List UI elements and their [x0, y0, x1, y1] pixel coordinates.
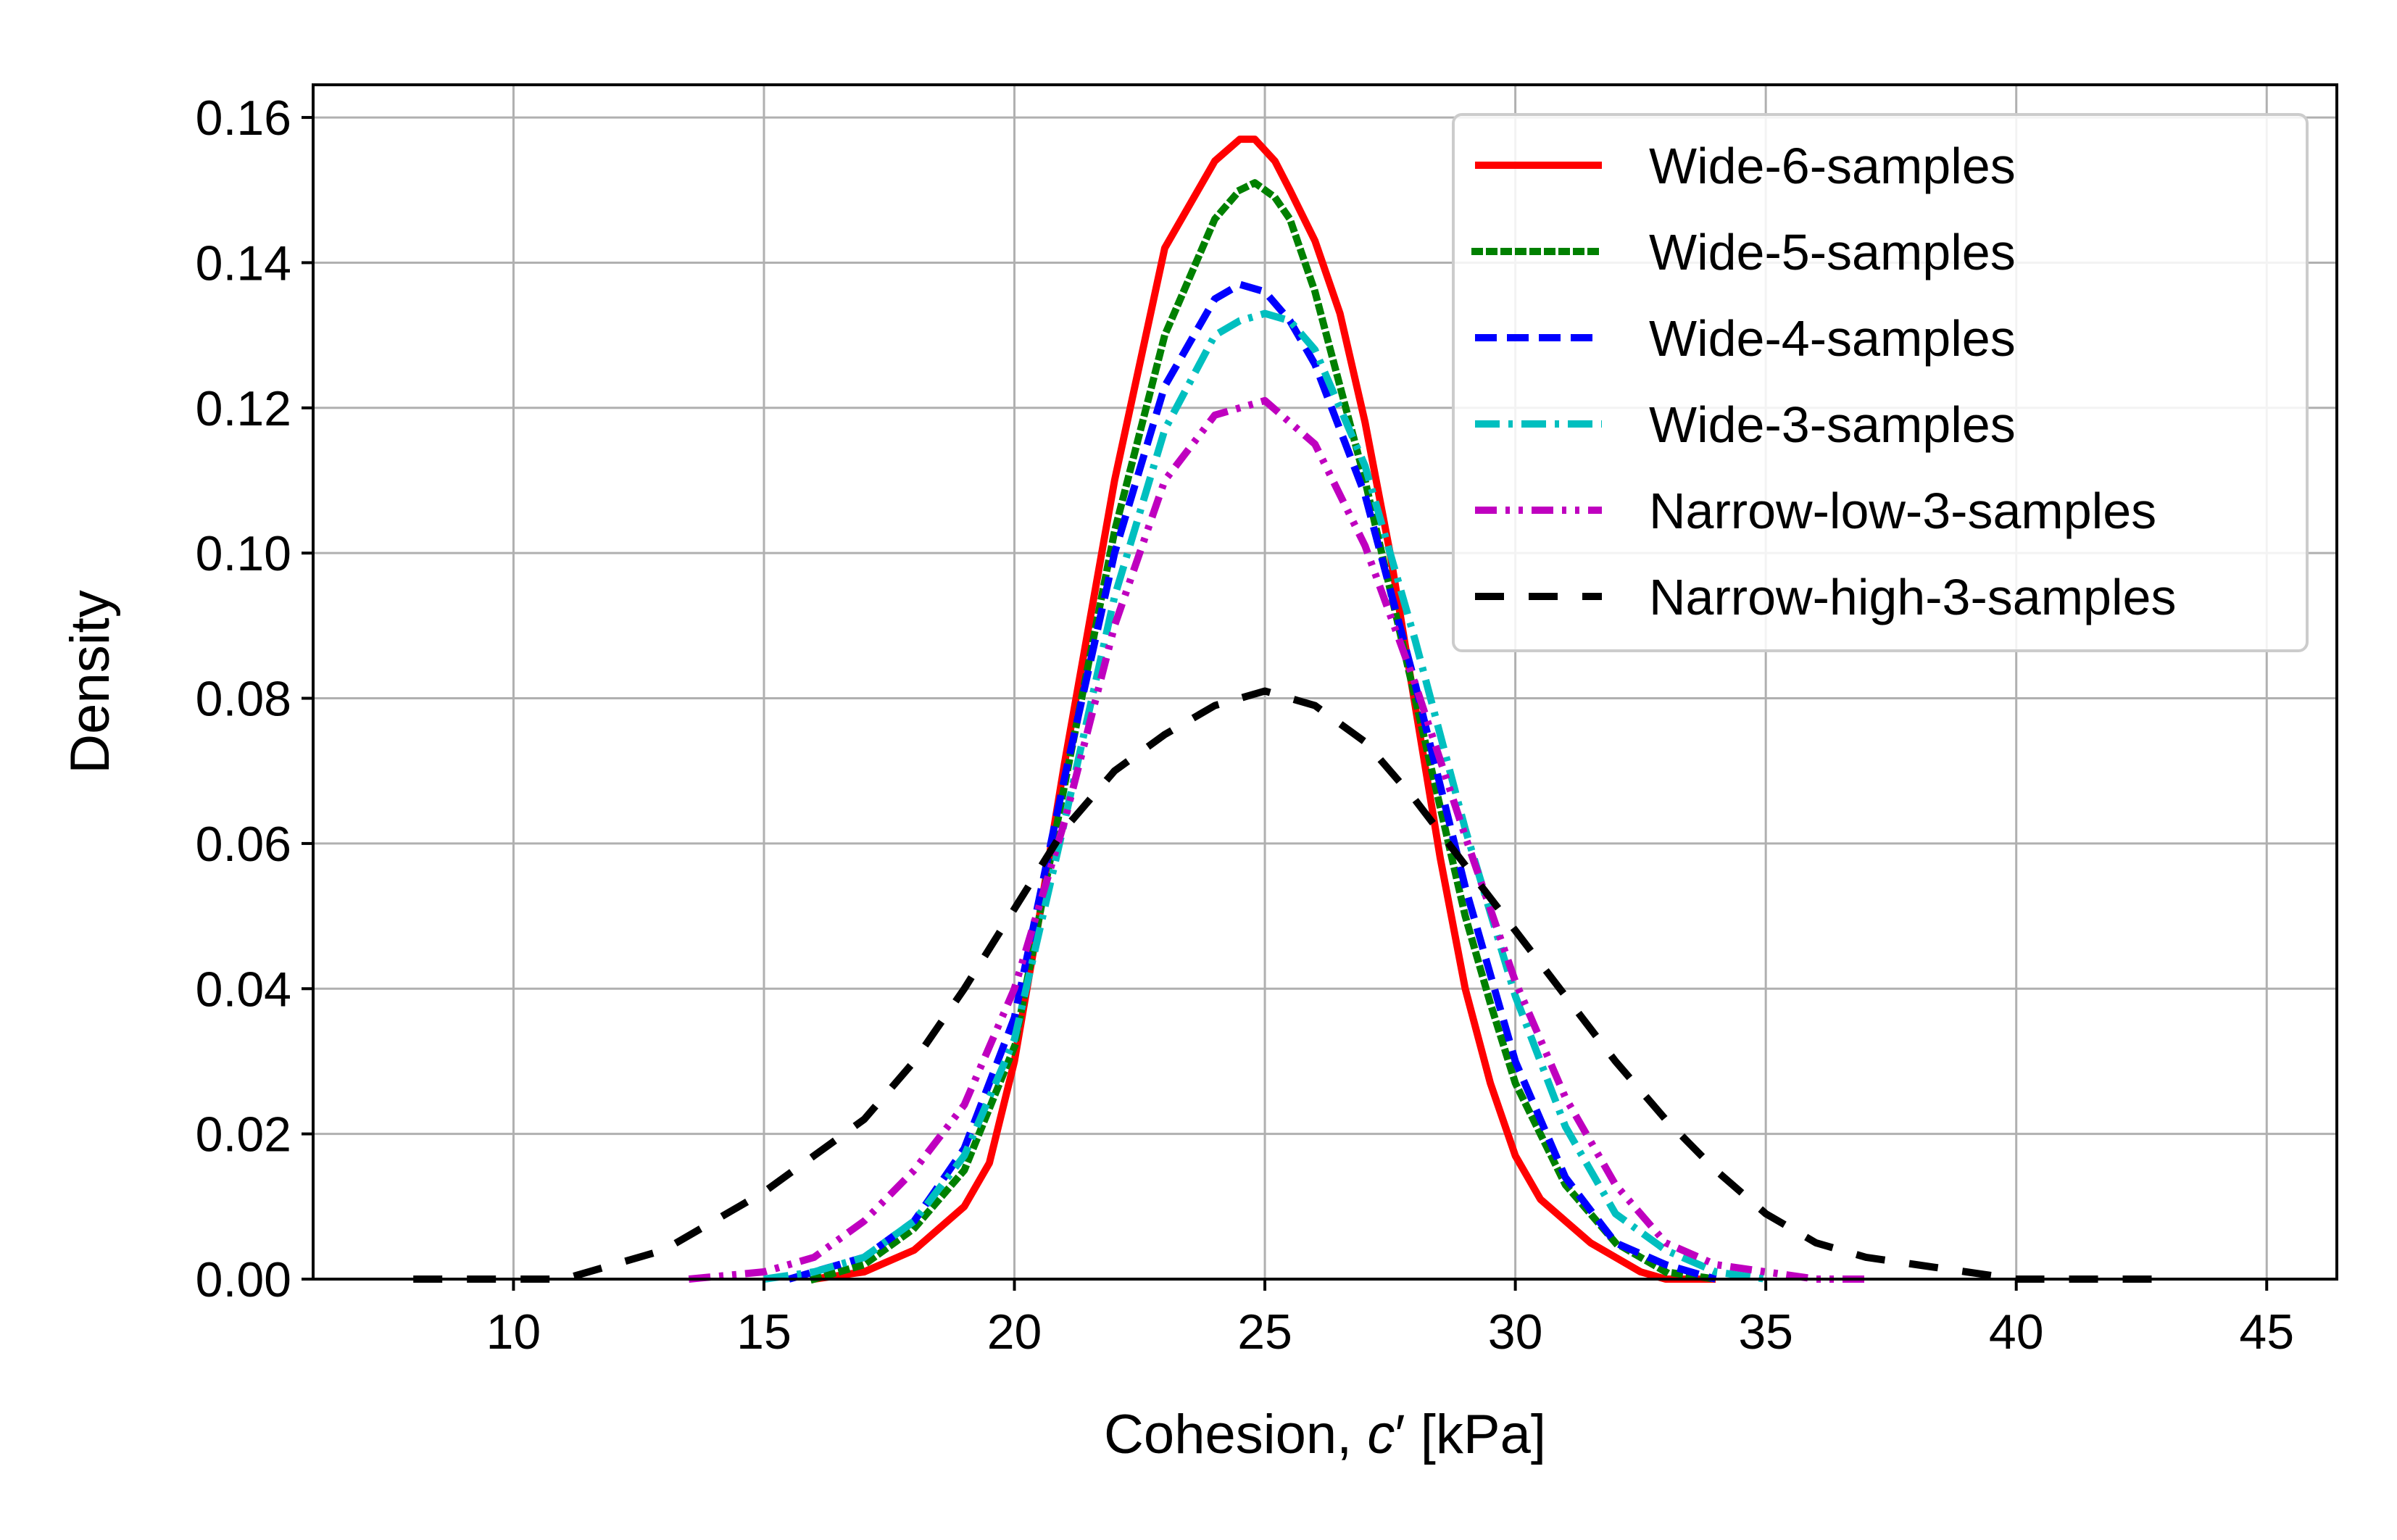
x-tick-label: 25	[1237, 1304, 1292, 1360]
series-lines	[413, 136, 2167, 1284]
x-tick-label: 15	[736, 1304, 792, 1360]
legend: Wide-6-samples Wide-5-samples Wide-4-sampl…	[1452, 113, 2309, 652]
series-line-wide-5-samples	[809, 179, 1720, 1284]
x-axis-title-prefix: Cohesion,	[1104, 1404, 1367, 1465]
legend-label: Narrow-low-3-samples	[1649, 483, 2156, 539]
legend-label: Wide-5-samples	[1649, 224, 2016, 280]
y-tick-label: 0.04	[196, 962, 291, 1017]
x-tick-label: 10	[486, 1304, 541, 1360]
legend-label: Wide-3-samples	[1649, 396, 2016, 453]
legend-label: Narrow-high-3-samples	[1649, 569, 2176, 625]
y-tick-label: 0.06	[196, 817, 291, 872]
y-tick-label: 0.10	[196, 526, 291, 581]
x-axis-title-symbol: c	[1367, 1404, 1395, 1465]
legend-label: Wide-4-samples	[1649, 310, 2016, 367]
plot-frame	[312, 83, 2338, 1281]
series-line-wide-3-samples	[763, 309, 1766, 1283]
x-axis-title-suffix: [kPa]	[1405, 1404, 1546, 1465]
x-axis: 10 15 20 25 30 35 40 45	[486, 1279, 2294, 1360]
series-line-wide-4-samples	[788, 280, 1717, 1283]
x-tick-label: 20	[987, 1304, 1042, 1360]
y-tick-label: 0.16	[196, 91, 291, 146]
x-tick-label: 30	[1488, 1304, 1543, 1360]
y-tick-label: 0.14	[196, 236, 291, 291]
legend-label: Wide-6-samples	[1649, 138, 2016, 194]
x-tick-label: 35	[1738, 1304, 1793, 1360]
y-tick-label: 0.12	[196, 381, 291, 436]
y-axis-title: Density	[59, 590, 121, 773]
series-line-wide-6-samples	[813, 136, 1716, 1283]
y-tick-label: 0.08	[196, 672, 291, 727]
x-axis-title-prime: ′	[1395, 1404, 1405, 1465]
x-tick-label: 45	[2239, 1304, 2294, 1360]
x-tick-label: 40	[1989, 1304, 2044, 1360]
legend-box	[1452, 113, 2309, 652]
x-axis-title: Cohesion, c′ [kPa]	[1104, 1404, 1546, 1465]
series-line-narrow-high-3-samples	[413, 687, 2167, 1283]
y-tick-label: 0.00	[196, 1252, 291, 1307]
y-tick-label: 0.02	[196, 1107, 291, 1162]
y-axis: 0.00 0.02 0.04 0.06 0.08 0.10 0.12 0.14 0.16	[196, 91, 313, 1307]
